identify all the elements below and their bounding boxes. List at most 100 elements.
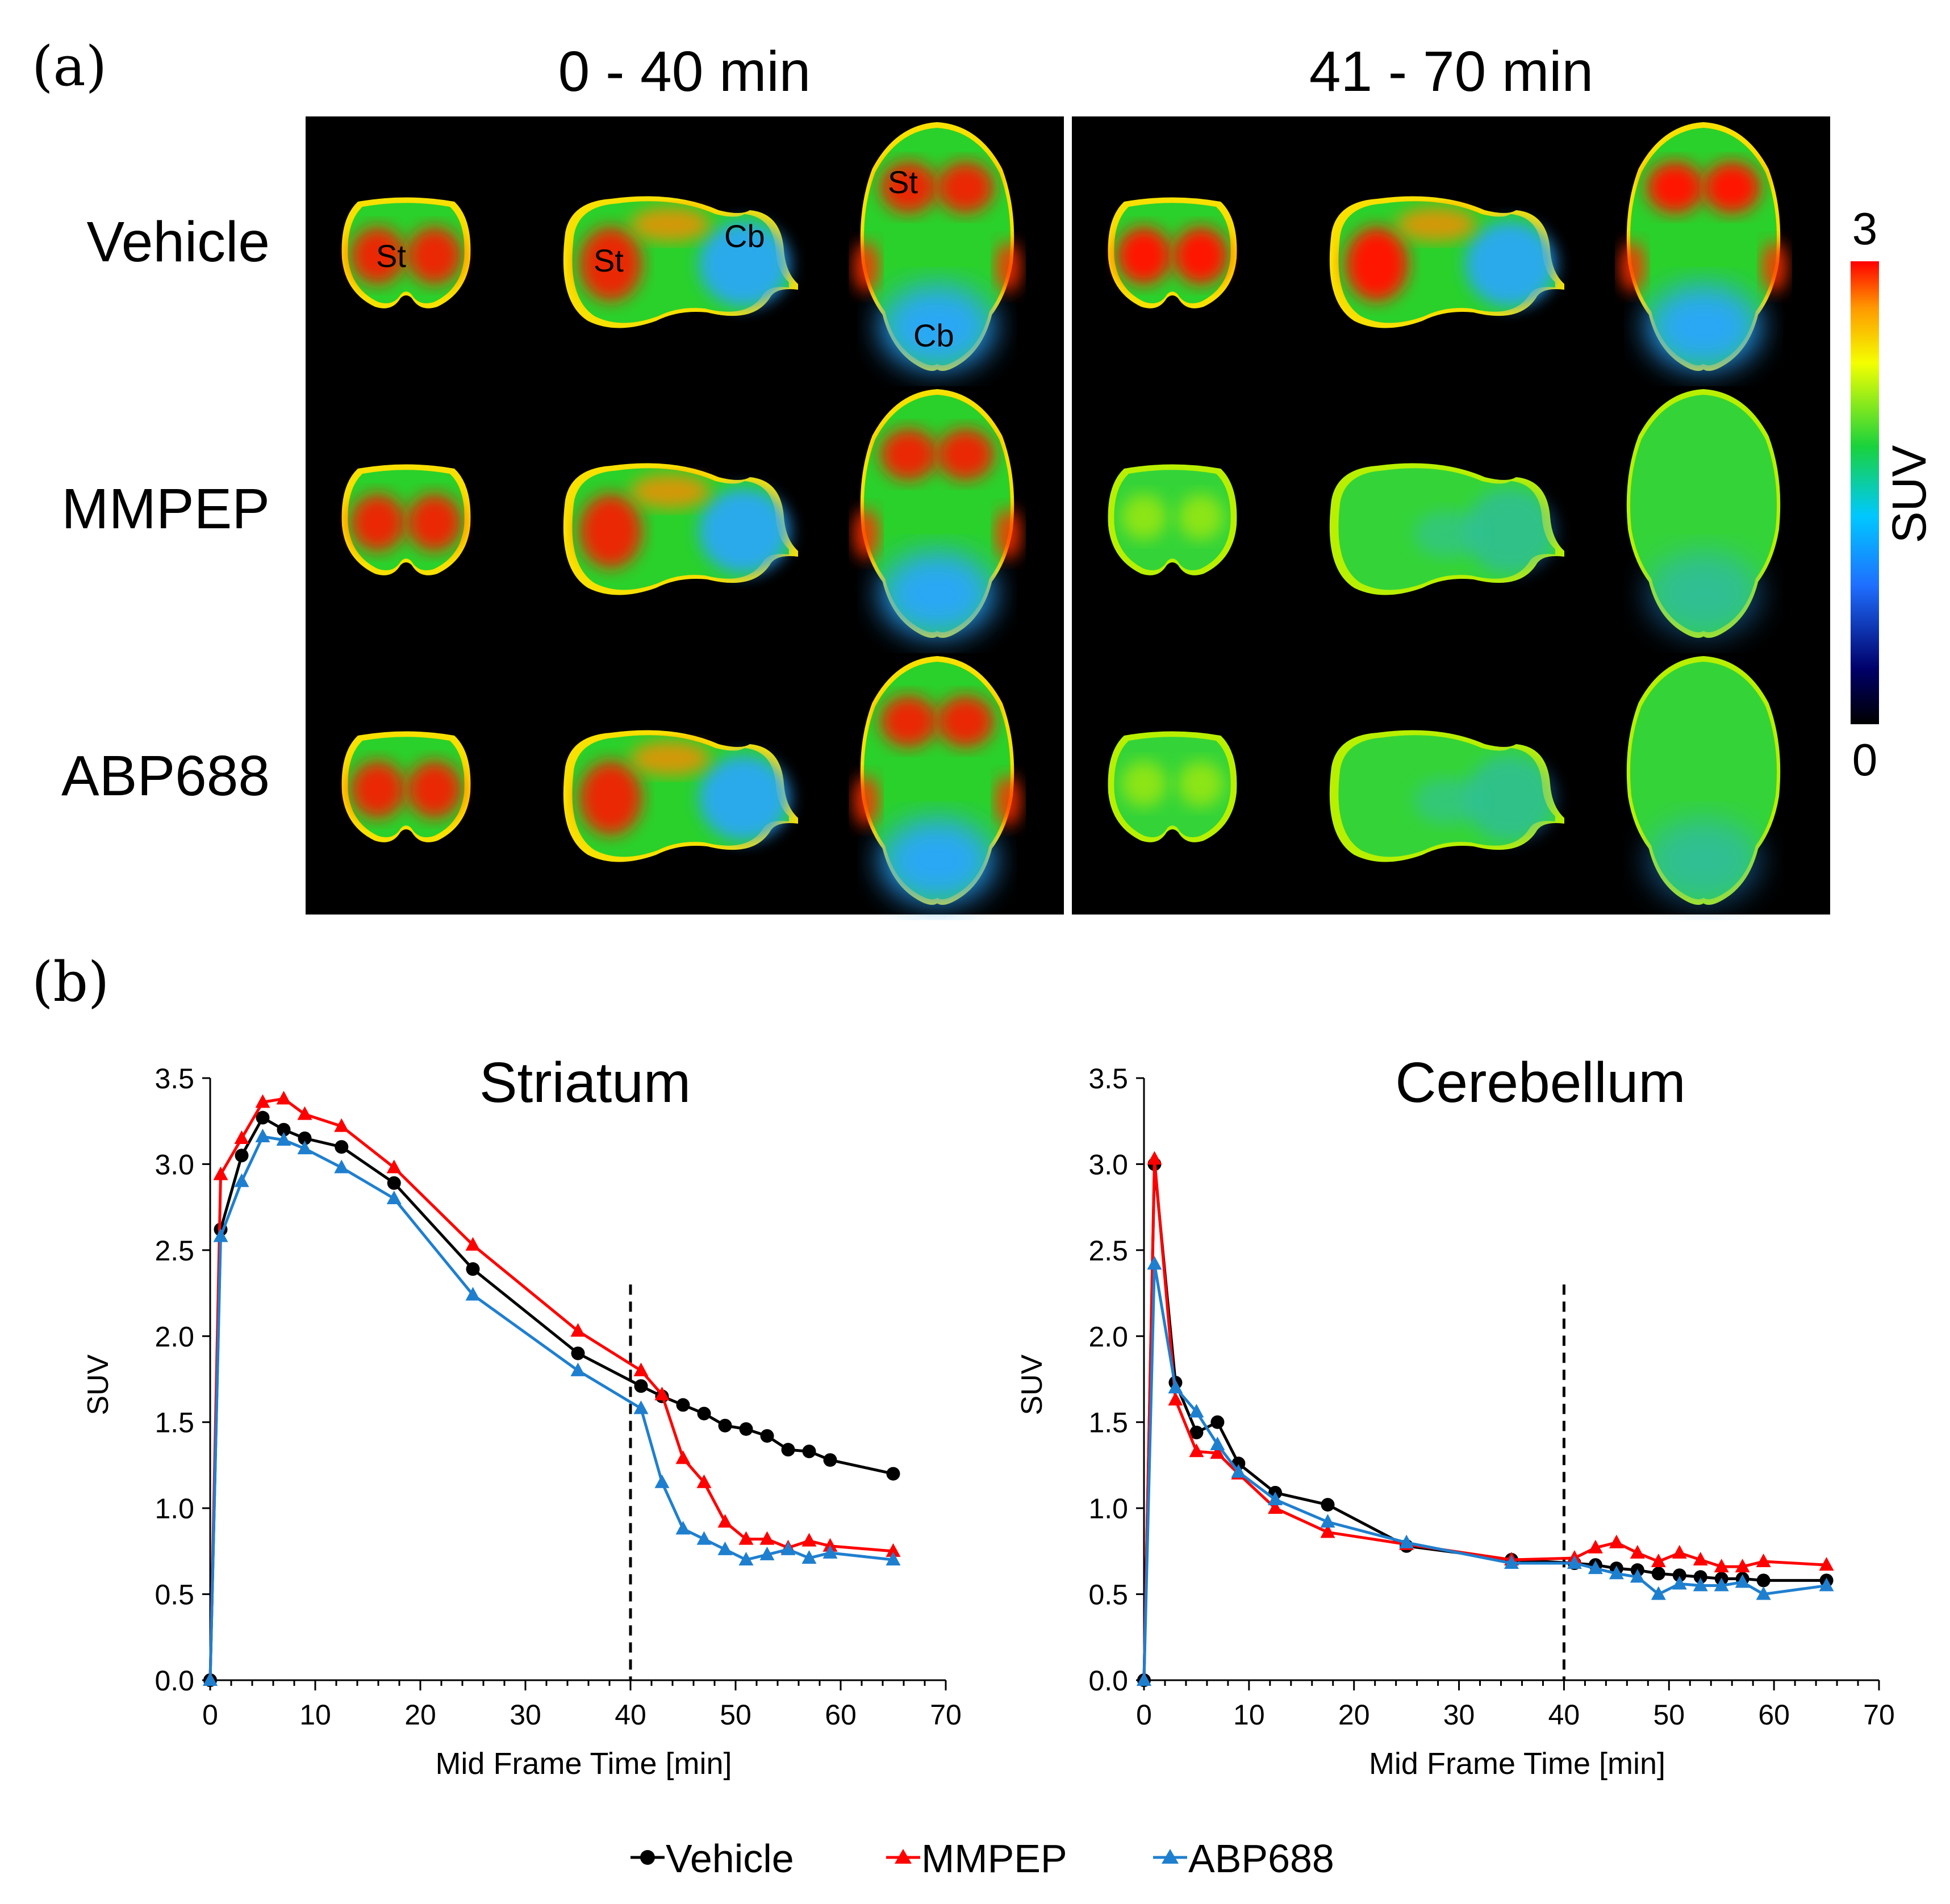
chart-striatum: 0.0 0.5 1.0 1.5 2.0 2.5 3.0 3.5 0 10 20 30 40 50 60 70 M…	[82, 1051, 962, 1781]
brain-sagittal-0	[563, 196, 798, 328]
point-abp688	[801, 1550, 817, 1564]
point-mmpep	[1651, 1554, 1666, 1568]
x-tick-label: 0	[202, 1699, 218, 1731]
point-vehicle	[1672, 1568, 1686, 1583]
y-tick-label: 1.0	[1088, 1493, 1128, 1525]
point-abp688	[1693, 1577, 1708, 1592]
y-tick-label: 3.0	[1088, 1149, 1128, 1180]
brain-coronal-2	[341, 464, 471, 575]
point-abp688	[1630, 1569, 1645, 1583]
brain-sagittal-3	[1329, 463, 1564, 595]
x-tick-label: 20	[1338, 1699, 1370, 1731]
x-tick-label: 60	[825, 1699, 857, 1731]
point-abp688	[780, 1541, 796, 1555]
series-line-abp688	[1142, 1262, 1827, 1681]
point-mmpep	[1630, 1544, 1645, 1559]
series-line-abp688	[208, 1135, 893, 1681]
point-abp688	[203, 1672, 218, 1686]
region-label-st-coronal: St	[376, 238, 406, 274]
point-mmpep	[1714, 1559, 1729, 1573]
point-abp688	[1567, 1555, 1582, 1569]
x-tick-label: 40	[1548, 1699, 1580, 1731]
brain-horizontal-4	[854, 656, 1021, 905]
y-tick-label: 2.0	[155, 1321, 194, 1352]
point-abp688	[675, 1521, 691, 1535]
point-abp688	[1168, 1380, 1183, 1394]
point-vehicle	[335, 1140, 349, 1154]
series-line-mmpep	[208, 1097, 893, 1681]
x-tick-label: 40	[615, 1699, 646, 1731]
point-mmpep	[234, 1130, 249, 1144]
series-line-mmpep	[1142, 1157, 1827, 1681]
colorbar-min-label: 0	[1852, 734, 1878, 785]
point-abp688	[1210, 1437, 1225, 1451]
point-mmpep	[1756, 1554, 1771, 1568]
legend: Vehicle MMPEP ABP688	[630, 1836, 1334, 1881]
point-abp688	[1137, 1672, 1151, 1686]
brain-sagittal-1	[1329, 196, 1564, 328]
brain-sagittal-2	[563, 463, 798, 595]
chart-title: Cerebellum	[1395, 1051, 1685, 1114]
point-mmpep	[465, 1237, 481, 1251]
point-vehicle	[571, 1346, 585, 1360]
point-vehicle	[823, 1453, 837, 1467]
y-tick-label: 3.0	[155, 1149, 194, 1180]
point-vehicle	[1210, 1415, 1225, 1429]
point-vehicle	[1651, 1567, 1665, 1581]
point-vehicle	[256, 1110, 270, 1125]
suv-colorbar	[1851, 261, 1879, 724]
point-abp688	[696, 1531, 712, 1545]
header-early: 0 - 40 min	[558, 40, 811, 103]
point-mmpep	[1210, 1445, 1225, 1459]
brain-sagittal-5	[1329, 730, 1564, 862]
panel-b-label: (b)	[32, 950, 109, 1014]
legend-abp688-label: ABP688	[1188, 1836, 1334, 1881]
header-late: 41 - 70 min	[1309, 40, 1593, 103]
point-mmpep	[654, 1387, 670, 1401]
y-tick-label: 2.5	[155, 1235, 194, 1267]
point-mmpep	[886, 1543, 901, 1557]
region-label-st-sagittal: St	[594, 243, 624, 278]
colorbar-title: SUV	[1882, 445, 1936, 544]
x-tick-label: 50	[720, 1699, 751, 1731]
point-abp688	[1588, 1560, 1603, 1575]
point-abp688	[1756, 1586, 1771, 1600]
point-vehicle	[466, 1262, 480, 1276]
colorbar-max-label: 3	[1852, 203, 1878, 254]
point-abp688	[1399, 1534, 1414, 1548]
x-tick-label: 30	[1443, 1699, 1475, 1731]
series-line-vehicle	[208, 1116, 894, 1681]
y-tick-label: 2.5	[1088, 1235, 1128, 1267]
point-mmpep	[570, 1323, 586, 1337]
point-mmpep	[255, 1094, 270, 1108]
brain-horizontal-0	[854, 122, 1021, 371]
legend-mmpep-label: MMPEP	[921, 1836, 1067, 1881]
point-mmpep	[1168, 1392, 1183, 1406]
row-label-mmpep: MMPEP	[61, 477, 270, 541]
y-tick-label: 0.0	[1088, 1665, 1128, 1697]
x-axis-label: Mid Frame Time [min]	[435, 1747, 732, 1781]
point-mmpep	[738, 1531, 754, 1545]
chart-title: Striatum	[479, 1051, 691, 1114]
point-abp688	[570, 1362, 586, 1376]
point-mmpep	[213, 1166, 228, 1180]
y-tick-label: 1.0	[155, 1493, 194, 1525]
x-tick-label: 70	[1863, 1699, 1895, 1731]
point-vehicle	[886, 1467, 900, 1481]
point-abp688	[255, 1128, 270, 1142]
brain-coronal-1	[1108, 197, 1237, 308]
point-abp688	[465, 1287, 481, 1301]
point-mmpep	[696, 1474, 712, 1488]
point-abp688	[1231, 1464, 1246, 1478]
point-abp688	[1651, 1586, 1666, 1600]
point-vehicle	[298, 1131, 312, 1145]
point-mmpep	[1320, 1524, 1335, 1538]
y-tick-label: 0.5	[155, 1579, 194, 1611]
point-abp688	[1714, 1577, 1729, 1592]
region-label-st-horizontal: St	[888, 164, 918, 200]
point-abp688	[1147, 1256, 1162, 1270]
point-mmpep	[1189, 1443, 1204, 1458]
point-abp688	[1268, 1492, 1283, 1505]
point-abp688	[1672, 1576, 1687, 1590]
point-vehicle	[676, 1398, 690, 1412]
